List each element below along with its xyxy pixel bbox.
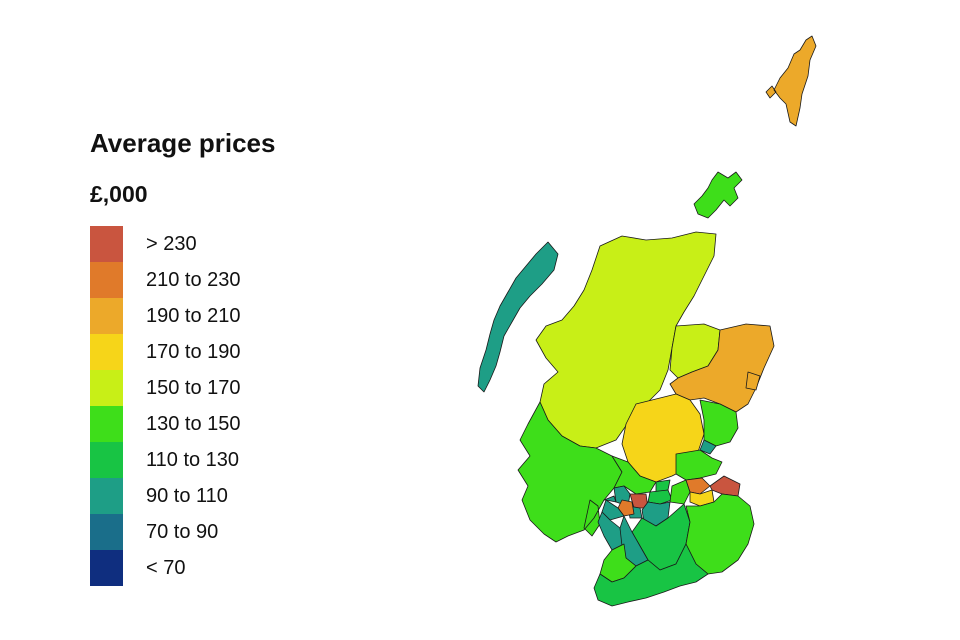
- legend-item: 90 to 110: [90, 478, 350, 514]
- region-east-lothian: [709, 475, 741, 497]
- region-argyll-and-bute: [517, 401, 623, 543]
- region-fife: [675, 449, 723, 481]
- legend-item: 210 to 230: [90, 262, 350, 298]
- region-highland: [535, 231, 717, 449]
- legend-label: 110 to 130: [146, 449, 240, 471]
- legend-swatch: [90, 298, 123, 334]
- region-city-of-edinburgh: [685, 477, 711, 495]
- region-aberdeenshire: [669, 323, 775, 413]
- legend-title: Average prices: [90, 128, 276, 158]
- legend-item: 190 to 210: [90, 298, 350, 334]
- region-orkney-islands: [693, 171, 743, 219]
- region-na-h-eileanan-siar: [477, 241, 559, 393]
- region-falkirk: [647, 489, 673, 505]
- legend-label: 90 to 110: [146, 485, 228, 507]
- legend-item: < 70: [90, 550, 350, 586]
- legend-label: 210 to 230: [146, 269, 241, 291]
- region-dumfries-and-galloway: [593, 543, 709, 607]
- legend-unit: £,000: [90, 181, 148, 207]
- legend-item: 130 to 150: [90, 406, 350, 442]
- legend-label: 70 to 90: [146, 521, 219, 543]
- legend-swatch: [90, 262, 123, 298]
- legend-item: 150 to 170: [90, 370, 350, 406]
- legend-label: 130 to 150: [146, 413, 241, 435]
- legend-swatch: [90, 478, 123, 514]
- region-west-lothian: [669, 479, 691, 505]
- legend-swatch: [90, 514, 123, 550]
- legend-label: > 230: [146, 233, 197, 255]
- legend-swatch: [90, 406, 123, 442]
- legend-item: 170 to 190: [90, 334, 350, 370]
- legend: > 230 210 to 230 190 to 210 170 to 190 1…: [90, 226, 350, 586]
- region-stirling: [611, 455, 657, 495]
- legend-label: 170 to 190: [146, 341, 241, 363]
- region-scottish-borders: [685, 493, 755, 575]
- legend-swatch: [90, 370, 123, 406]
- legend-label: 150 to 170: [146, 377, 241, 399]
- legend-swatch: [90, 442, 123, 478]
- legend-swatch: [90, 334, 123, 370]
- legend-label: 190 to 210: [146, 305, 241, 327]
- region-shetland-islands: [765, 35, 817, 127]
- region-renfrewshire: [601, 499, 625, 521]
- legend-label: < 70: [146, 557, 186, 579]
- legend-swatch: [90, 550, 123, 586]
- legend-item: > 230: [90, 226, 350, 262]
- region-angus: [699, 399, 739, 447]
- region-dundee-city: [699, 439, 717, 455]
- region-east-renfrewshire: [617, 499, 635, 517]
- region-aberdeen-city: [745, 371, 761, 391]
- legend-swatch: [90, 226, 123, 262]
- legend-item: 70 to 90: [90, 514, 350, 550]
- legend-item: 110 to 130: [90, 442, 350, 478]
- region-inverclyde: [603, 495, 617, 503]
